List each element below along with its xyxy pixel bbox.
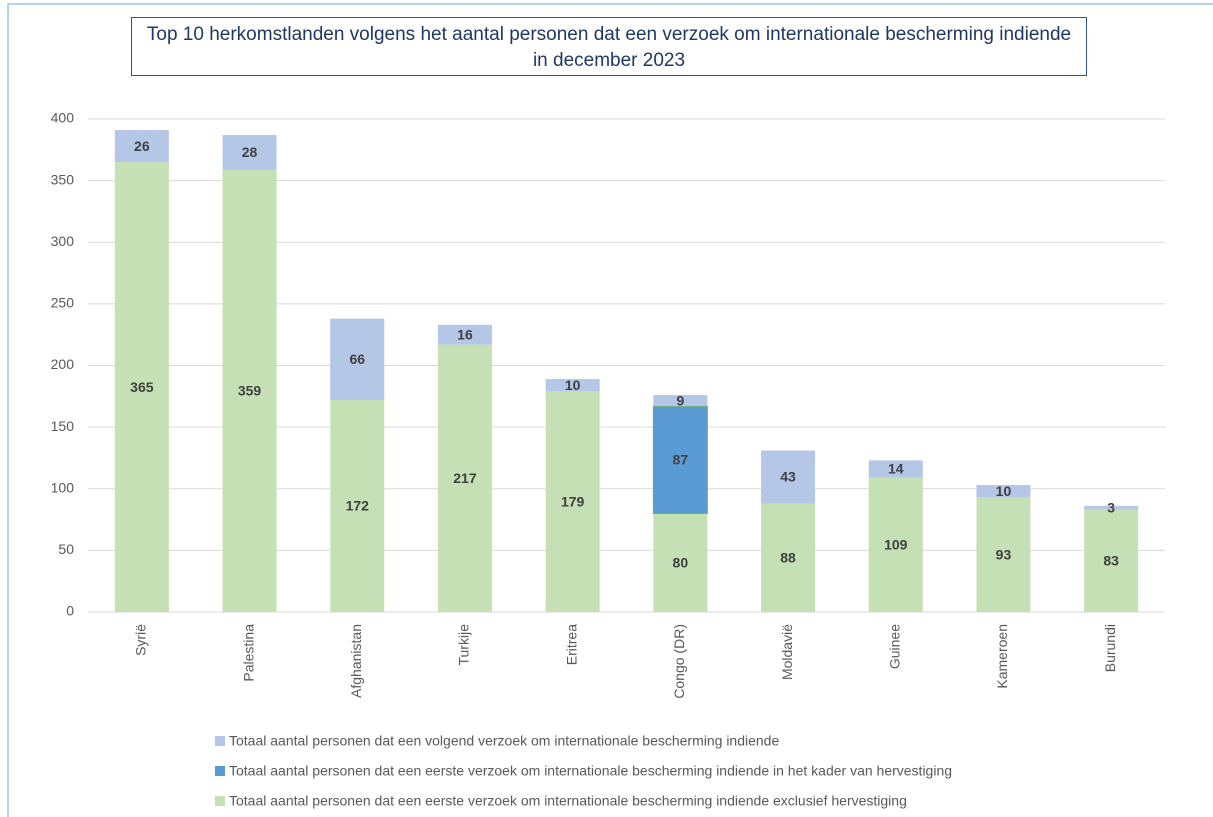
bar-segment [545, 379, 600, 392]
y-tick-label: 0 [66, 603, 74, 619]
x-tick-label: Afghanistan [348, 624, 364, 698]
bar-segment [222, 135, 277, 170]
chart-frame [7, 3, 1213, 817]
legend-swatch [215, 736, 225, 746]
bar-segment [114, 162, 169, 612]
x-tick-label: Moldavië [779, 624, 795, 680]
legend-swatch [215, 796, 225, 806]
bar-segment [976, 497, 1031, 612]
data-label: 16 [457, 326, 473, 342]
data-label: 93 [996, 546, 1012, 562]
bar-segment [330, 318, 385, 401]
bar-segment [222, 169, 277, 612]
y-tick-label: 200 [51, 356, 75, 372]
bar-segment [330, 400, 385, 612]
x-tick-label: Guinee [886, 624, 902, 669]
bar-segment [761, 450, 816, 504]
data-label: 83 [1103, 553, 1119, 569]
data-label: 80 [673, 554, 689, 570]
data-label: 87 [673, 451, 689, 467]
data-label: 172 [346, 498, 370, 514]
bar-segment [868, 460, 923, 478]
legend-label: Totaal aantal personen dat een volgend v… [229, 733, 779, 749]
legend-swatch [215, 766, 225, 776]
data-label: 3 [1107, 500, 1115, 516]
bar-segment [1084, 506, 1139, 510]
y-tick-label: 150 [51, 418, 75, 434]
bar-segment [437, 344, 492, 612]
x-tick-label: Turkije [456, 624, 472, 666]
bar-segment [114, 130, 169, 163]
x-tick-label: Syrië [133, 624, 149, 656]
chart-title: Top 10 herkomstlanden volgens het aantal… [131, 17, 1087, 76]
x-tick-label: Burundi [1102, 624, 1118, 672]
x-tick-label: Congo (DR) [671, 624, 687, 699]
x-tick-label: Eritrea [563, 624, 579, 665]
data-label: 217 [453, 470, 477, 486]
y-tick-label: 400 [51, 110, 75, 126]
y-tick-label: 250 [51, 295, 75, 311]
bar-segment [437, 324, 492, 345]
bar-segment [868, 477, 923, 612]
y-tick-label: 350 [51, 171, 75, 187]
data-label: 359 [238, 382, 262, 398]
data-label: 10 [996, 483, 1012, 499]
bar-segment [545, 391, 600, 612]
legend-label: Totaal aantal personen dat een eerste ve… [229, 763, 952, 779]
bar-segment [1084, 509, 1139, 612]
y-tick-label: 50 [58, 541, 74, 557]
bar-segment [653, 513, 708, 612]
data-label: 179 [561, 493, 585, 509]
data-label: 109 [884, 537, 908, 553]
data-label: 14 [888, 461, 904, 477]
legend-label: Totaal aantal personen dat een eerste ve… [229, 793, 907, 809]
bar-segment [653, 395, 708, 407]
data-label: 28 [242, 144, 258, 160]
bar-segment [976, 485, 1031, 498]
data-label: 88 [780, 549, 796, 565]
data-label: 9 [676, 392, 684, 408]
data-label: 10 [565, 377, 581, 393]
data-label: 43 [780, 469, 796, 485]
data-label: 66 [349, 351, 365, 367]
x-tick-label: Palestina [240, 624, 256, 682]
data-label: 26 [134, 138, 150, 154]
bar-segment [652, 405, 708, 514]
y-tick-label: 100 [51, 479, 75, 495]
x-tick-label: Kameroen [994, 624, 1010, 689]
y-tick-label: 300 [51, 233, 75, 249]
data-label: 365 [130, 379, 154, 395]
bar-segment [761, 503, 816, 612]
